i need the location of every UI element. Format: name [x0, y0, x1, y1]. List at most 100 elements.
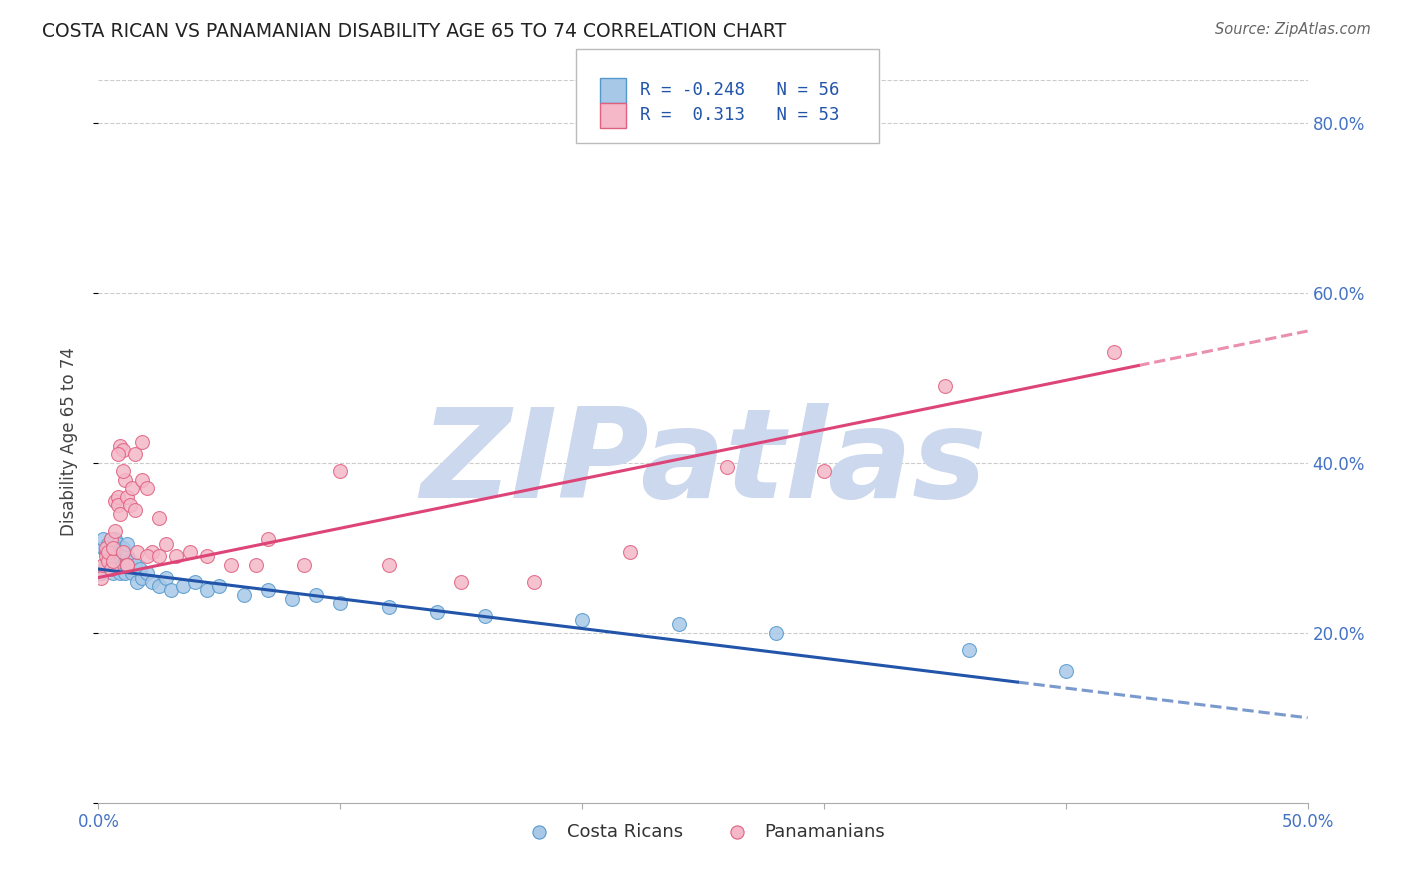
Point — [1054, 664, 1077, 678]
Point — [619, 545, 641, 559]
Point — [208, 579, 231, 593]
Point — [111, 464, 134, 478]
Point — [94, 545, 117, 559]
Point — [100, 553, 122, 567]
Point — [108, 553, 131, 567]
Point — [97, 549, 120, 564]
Point — [94, 558, 117, 572]
Point — [117, 558, 139, 572]
Point — [107, 536, 129, 550]
Point — [91, 558, 114, 572]
Point — [107, 447, 129, 461]
Point — [179, 545, 201, 559]
Point — [172, 579, 194, 593]
Point — [128, 562, 150, 576]
Point — [232, 588, 254, 602]
Point — [141, 574, 163, 589]
Point — [100, 533, 122, 547]
Point — [195, 549, 218, 564]
Point — [111, 541, 134, 555]
Point — [245, 558, 267, 572]
Point — [450, 574, 472, 589]
Point — [155, 570, 177, 584]
Point — [127, 545, 149, 559]
Text: ZIPatlas: ZIPatlas — [420, 402, 986, 524]
Point — [101, 566, 124, 581]
Point — [135, 481, 157, 495]
Point — [160, 583, 183, 598]
Point — [90, 570, 112, 584]
Point — [148, 579, 170, 593]
Point — [97, 553, 120, 567]
Point — [100, 533, 122, 547]
Point — [957, 642, 980, 657]
Point — [716, 460, 738, 475]
Point — [165, 549, 187, 564]
Point — [131, 570, 153, 584]
Point — [121, 481, 143, 495]
Point — [104, 533, 127, 547]
Point — [114, 473, 136, 487]
Point — [117, 558, 139, 572]
Point — [571, 613, 593, 627]
Point — [124, 447, 146, 461]
Point — [90, 566, 112, 581]
Y-axis label: Disability Age 65 to 74: Disability Age 65 to 74 — [59, 347, 77, 536]
Point — [107, 545, 129, 559]
Point — [141, 545, 163, 559]
Point — [94, 541, 117, 555]
Point — [1102, 345, 1125, 359]
Point — [292, 558, 315, 572]
Point — [94, 549, 117, 564]
Point — [135, 549, 157, 564]
Point — [108, 439, 131, 453]
Legend: Costa Ricans, Panamanians: Costa Ricans, Panamanians — [515, 815, 891, 848]
Point — [114, 553, 136, 567]
Point — [377, 600, 399, 615]
Point — [111, 443, 134, 458]
Point — [107, 498, 129, 512]
Point — [148, 549, 170, 564]
Point — [668, 617, 690, 632]
Point — [281, 591, 304, 606]
Point — [91, 541, 114, 555]
Point — [124, 558, 146, 572]
Point — [104, 549, 127, 564]
Point — [221, 558, 243, 572]
Point — [111, 558, 134, 572]
Point — [117, 549, 139, 564]
Point — [148, 511, 170, 525]
Point — [91, 533, 114, 547]
Point — [377, 558, 399, 572]
Point — [305, 588, 328, 602]
Point — [114, 566, 136, 581]
Text: COSTA RICAN VS PANAMANIAN DISABILITY AGE 65 TO 74 CORRELATION CHART: COSTA RICAN VS PANAMANIAN DISABILITY AGE… — [42, 22, 786, 41]
Point — [765, 625, 787, 640]
Point — [474, 608, 496, 623]
Point — [100, 562, 122, 576]
Text: R = -0.248   N = 56: R = -0.248 N = 56 — [640, 81, 839, 99]
Text: R =  0.313   N = 53: R = 0.313 N = 53 — [640, 106, 839, 124]
Point — [97, 545, 120, 559]
Point — [523, 574, 546, 589]
Point — [934, 379, 956, 393]
Point — [127, 574, 149, 589]
Point — [131, 473, 153, 487]
Point — [426, 605, 449, 619]
Point — [97, 536, 120, 550]
Point — [108, 507, 131, 521]
Point — [107, 558, 129, 572]
Point — [256, 583, 278, 598]
Point — [104, 524, 127, 538]
Point — [256, 533, 278, 547]
Point — [121, 566, 143, 581]
Point — [131, 434, 153, 449]
Point — [118, 553, 141, 567]
Point — [104, 494, 127, 508]
Point — [117, 536, 139, 550]
Point — [100, 562, 122, 576]
Point — [813, 464, 835, 478]
Point — [111, 545, 134, 559]
Point — [118, 498, 141, 512]
Text: Source: ZipAtlas.com: Source: ZipAtlas.com — [1215, 22, 1371, 37]
